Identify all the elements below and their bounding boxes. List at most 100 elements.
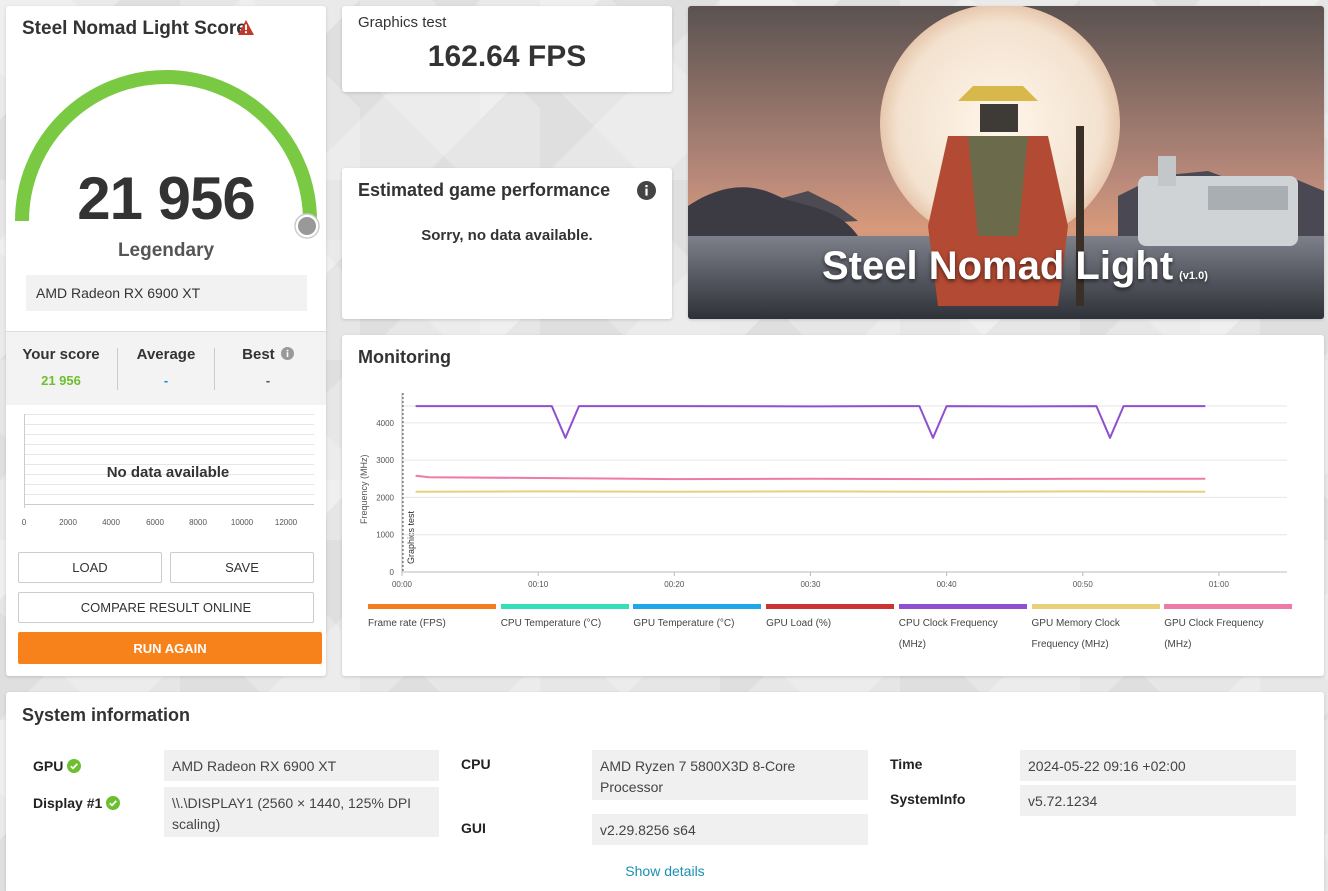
x-tick-label: 00:50	[1073, 580, 1094, 589]
phase-label: Graphics test	[406, 510, 416, 564]
monitoring-chart: Frequency (MHz) Graphics test 0 1000 2000 3…	[359, 393, 1287, 589]
average-label: Average	[136, 346, 196, 363]
y-axis	[24, 414, 25, 508]
load-button[interactable]: LOAD	[18, 552, 162, 583]
x-tick: 10000	[230, 518, 254, 527]
legend-label: Frame rate (FPS)	[368, 618, 446, 629]
score-title: Steel Nomad Light Score	[22, 18, 247, 39]
grid-line	[24, 444, 314, 445]
graphics-test-panel: Graphics test 162.64 FPS	[342, 6, 672, 92]
legend-item[interactable]: Frame rate (FPS)	[368, 604, 496, 634]
x-tick-label: 00:10	[528, 580, 549, 589]
your-score-label: Your score	[22, 346, 100, 363]
best-label: Best	[242, 346, 275, 363]
legend-swatch	[1031, 604, 1160, 609]
hero-artwork	[688, 6, 1324, 319]
monitoring-title: Monitoring	[358, 347, 451, 367]
y-tick-label: 1000	[376, 531, 394, 540]
x-tick: 6000	[146, 518, 164, 527]
legend-label: GPU Temperature (°C)	[633, 618, 735, 629]
legend-item[interactable]: GPU Memory Clock Frequency (MHz)	[1031, 604, 1160, 655]
legend-swatch	[633, 604, 762, 609]
series-line	[415, 474, 1206, 481]
gui-value: v2.29.8256 s64	[592, 814, 868, 845]
grid-line	[24, 454, 314, 455]
x-tick-label: 01:00	[1209, 580, 1230, 589]
systeminfo-value: v5.72.1234	[1020, 785, 1296, 816]
best-score: Best -	[218, 346, 318, 388]
warning-icon[interactable]	[238, 20, 254, 40]
score-histogram: No data available 0 2000 4000 6000 8000 …	[22, 414, 314, 532]
legend-swatch	[500, 604, 629, 609]
legend-label: GPU Load (%)	[766, 618, 832, 629]
score-rank: Legendary	[117, 240, 215, 261]
gpu-value: AMD Radeon RX 6900 XT	[164, 750, 439, 781]
compare-result-online-button[interactable]: COMPARE RESULT ONLINE	[18, 592, 314, 623]
estimate-title: Estimated game performance	[358, 180, 611, 200]
graphics-test-label: Graphics test	[358, 14, 447, 31]
legend-swatch	[898, 604, 1027, 609]
score-gauge	[15, 70, 320, 239]
score-value: 21 956	[77, 165, 256, 232]
y-tick-label: 4000	[376, 419, 394, 428]
system-information-panel: System information GPU AMD Radeon RX 690…	[6, 692, 1324, 891]
hero-title-text: Steel Nomad Light	[822, 244, 1174, 288]
best-value: -	[265, 373, 271, 388]
grid-line	[24, 434, 314, 435]
gpu-label: GPU	[33, 758, 64, 774]
legend-item[interactable]: CPU Clock Frequency (MHz)	[898, 604, 1027, 655]
time-value: 2024-05-22 09:16 +02:00	[1020, 750, 1296, 781]
x-tick: 4000	[102, 518, 120, 527]
x-tick: 8000	[189, 518, 207, 527]
display-label-row: Display #1	[33, 795, 121, 811]
y-tick-label: 2000	[376, 493, 394, 502]
info-icon[interactable]	[637, 181, 656, 200]
x-axis	[24, 504, 314, 505]
y-axis-label: Frequency (MHz)	[359, 454, 369, 524]
x-tick: 0	[21, 518, 27, 527]
legend-item[interactable]: CPU Temperature (°C)	[500, 604, 629, 634]
legend-item[interactable]: GPU Temperature (°C)	[633, 604, 762, 634]
x-tick-label: 00:00	[392, 580, 413, 589]
benchmark-hero-image: Steel Nomad Light (v1.0)	[688, 6, 1324, 319]
legend-swatch	[766, 604, 895, 609]
legend-label: GPU Clock Frequency (MHz)	[1164, 618, 1264, 650]
legend-item[interactable]: GPU Clock Frequency (MHz)	[1164, 604, 1293, 655]
score-panel: Steel Nomad Light Score 21 956 Legendary…	[6, 6, 326, 676]
grid-line	[24, 414, 314, 415]
check-icon	[67, 759, 82, 773]
legend-swatch	[1164, 604, 1293, 609]
check-icon	[106, 796, 121, 810]
estimate-message: Sorry, no data available.	[421, 227, 593, 244]
average-value: -	[163, 373, 169, 388]
cpu-value: AMD Ryzen 7 5800X3D 8-Core Processor	[592, 750, 868, 800]
x-tick: 12000	[274, 518, 298, 527]
x-tick-label: 00:30	[800, 580, 821, 589]
grid-line	[24, 474, 314, 475]
legend-label: CPU Clock Frequency (MHz)	[898, 618, 998, 650]
no-data-message: No data available	[106, 464, 230, 481]
legend-label: GPU Memory Clock Frequency (MHz)	[1031, 618, 1120, 650]
graphics-test-value: 162.64 FPS	[427, 40, 587, 73]
legend-item[interactable]: GPU Load (%)	[766, 604, 895, 634]
y-tick-label: 3000	[376, 456, 394, 465]
grid-line	[24, 494, 314, 495]
info-icon[interactable]	[280, 347, 294, 360]
x-tick-label: 00:20	[664, 580, 685, 589]
divider	[214, 348, 215, 390]
display-value: \\.\DISPLAY1 (2560 × 1440, 125% DPI scal…	[164, 787, 439, 837]
estimated-game-performance-panel: Estimated game performance Sorry, no dat…	[342, 168, 672, 319]
display-label: Display #1	[33, 795, 103, 811]
run-again-button[interactable]: RUN AGAIN	[18, 632, 322, 664]
show-details-link[interactable]: Show details	[625, 863, 705, 879]
divider	[117, 348, 118, 390]
save-button[interactable]: SAVE	[170, 552, 314, 583]
your-score-value: 21 956	[41, 373, 81, 388]
grid-line	[24, 424, 314, 425]
system-information-title: System information	[22, 705, 191, 725]
grid-line	[24, 484, 314, 485]
series-line	[415, 405, 1206, 439]
your-score: Your score 21 956	[11, 346, 111, 388]
x-tick: 2000	[59, 518, 77, 527]
time-label: Time	[890, 756, 923, 772]
